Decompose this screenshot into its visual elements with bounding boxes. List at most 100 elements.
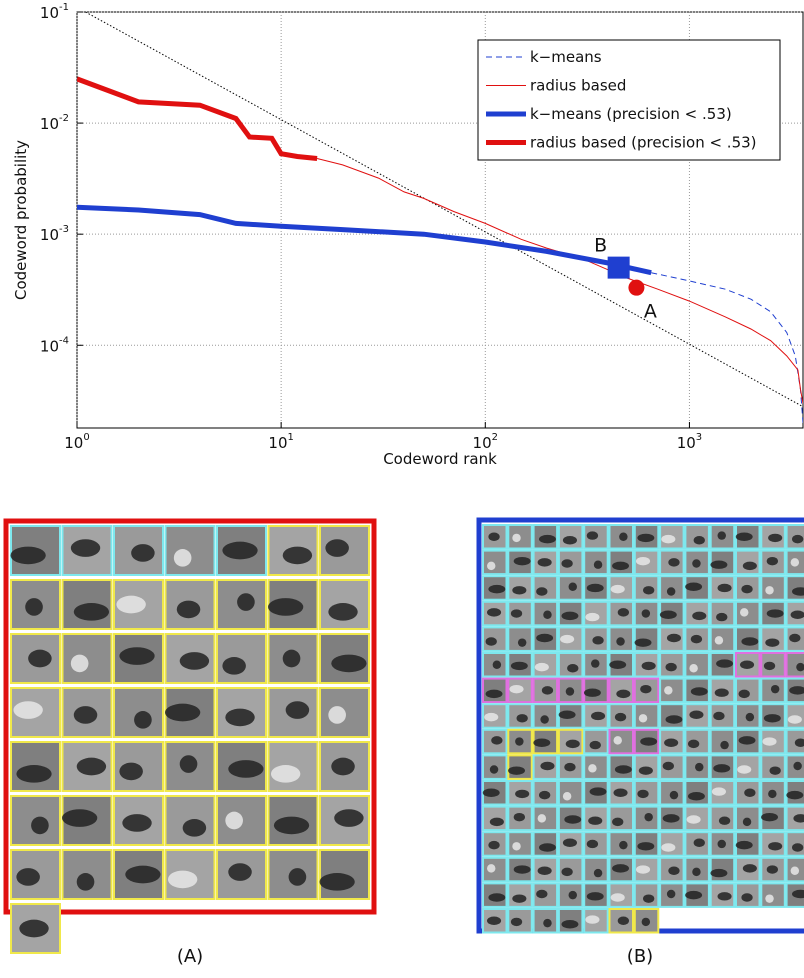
patch-blob	[762, 737, 777, 746]
patch-blob	[689, 664, 698, 673]
patch-blob	[513, 812, 525, 822]
patch-blob	[28, 649, 52, 668]
patch-blob	[537, 558, 552, 567]
tick-exponent: 3	[696, 432, 702, 443]
marker-label: B	[594, 235, 607, 257]
legend: k−means radius based k−means (precision < …	[477, 39, 781, 161]
patch-blob	[613, 736, 622, 745]
patch-blob	[586, 839, 599, 849]
image-patch	[61, 633, 113, 684]
patch-blob	[533, 738, 551, 747]
tick-exponent: -4	[59, 335, 69, 346]
patch-blob	[610, 893, 625, 902]
patch-blob	[634, 638, 652, 647]
patch-blob	[635, 865, 651, 874]
patch-blob	[738, 736, 756, 745]
patch-blob	[711, 787, 726, 796]
patch-blob	[540, 761, 555, 771]
patch-blob	[568, 890, 577, 900]
x-axis-label: Codeword rank	[383, 450, 497, 468]
tick-exponent: -2	[59, 113, 69, 124]
patch-blob	[540, 715, 549, 724]
patch-blob	[515, 737, 524, 746]
patch-blob	[288, 868, 307, 886]
patch-blob	[491, 736, 503, 745]
image-patch	[216, 633, 267, 684]
patch-blob	[735, 840, 753, 850]
tick-base: 10	[677, 434, 696, 452]
patch-blob	[585, 612, 600, 622]
patch-blob	[543, 918, 552, 928]
patch-blob	[319, 873, 355, 891]
patch-blob	[717, 531, 726, 540]
tick-exponent: -1	[59, 2, 69, 13]
patch-blob	[768, 842, 783, 851]
patch-blob	[664, 738, 679, 747]
patch-blob	[666, 633, 682, 643]
legend-label: k−means	[530, 48, 602, 66]
patch-blob	[76, 757, 107, 776]
patch-blob	[222, 657, 246, 675]
patch-blob	[537, 814, 547, 823]
tick-exponent: 2	[492, 432, 498, 443]
patch-blob	[541, 686, 554, 695]
patch-blob	[792, 889, 804, 899]
patch-blob	[273, 816, 310, 835]
patch-blob	[508, 766, 525, 775]
marker-label: A	[644, 301, 657, 323]
tick-label: 10-2	[40, 113, 69, 133]
patch-blob	[179, 755, 198, 773]
patch-blob	[720, 740, 729, 750]
patch-blob	[717, 892, 732, 901]
patch-blob	[695, 762, 704, 772]
image-patch	[164, 525, 216, 576]
patch-blob	[225, 708, 255, 727]
patch-blob	[517, 638, 527, 647]
patch-blob	[769, 766, 781, 775]
panel-label: (A)	[177, 946, 203, 967]
patch-blob	[586, 583, 604, 593]
patch-blob	[742, 817, 752, 827]
patch-blob	[742, 561, 757, 571]
patch-blob	[492, 660, 502, 669]
image-patch	[735, 677, 761, 704]
patch-blob	[510, 917, 523, 927]
patch-blob	[786, 790, 804, 800]
patch-blob	[561, 611, 579, 621]
patch-blob	[716, 659, 734, 668]
patch-blob	[534, 662, 549, 672]
patch-blob	[561, 559, 573, 568]
patch-blob	[637, 789, 649, 799]
patch-blob	[614, 712, 627, 722]
tick-base: 10	[40, 337, 59, 355]
patch-blob	[134, 711, 152, 729]
patch-blob	[179, 652, 210, 670]
legend-label: radius based (precision < .53)	[530, 134, 757, 152]
patch-blob	[717, 839, 726, 849]
patch-blob	[668, 866, 680, 875]
patch-blob	[789, 633, 801, 643]
patch-blob	[770, 684, 780, 694]
patch-blob	[717, 583, 732, 593]
patch-blob	[173, 549, 192, 567]
patch-blob	[668, 558, 680, 567]
patch-blob	[686, 815, 701, 824]
patch-blob	[669, 790, 679, 800]
patch-blob	[488, 840, 500, 850]
patch-blob	[328, 706, 346, 724]
patch-blob	[562, 792, 572, 801]
patch-blob	[165, 703, 201, 722]
patch-blob	[765, 894, 774, 903]
patch-blob	[558, 710, 576, 720]
patch-blob	[745, 712, 755, 722]
patch-blob	[693, 536, 705, 545]
patch-blob	[738, 689, 750, 699]
image-patch	[482, 549, 508, 576]
patch-blob	[228, 760, 264, 778]
patch-blob	[661, 534, 676, 544]
patch-blob	[182, 819, 207, 837]
patch-blob	[131, 544, 155, 562]
patch-blob	[564, 762, 576, 772]
patch-blob	[73, 706, 98, 724]
patch-blob	[790, 610, 804, 619]
